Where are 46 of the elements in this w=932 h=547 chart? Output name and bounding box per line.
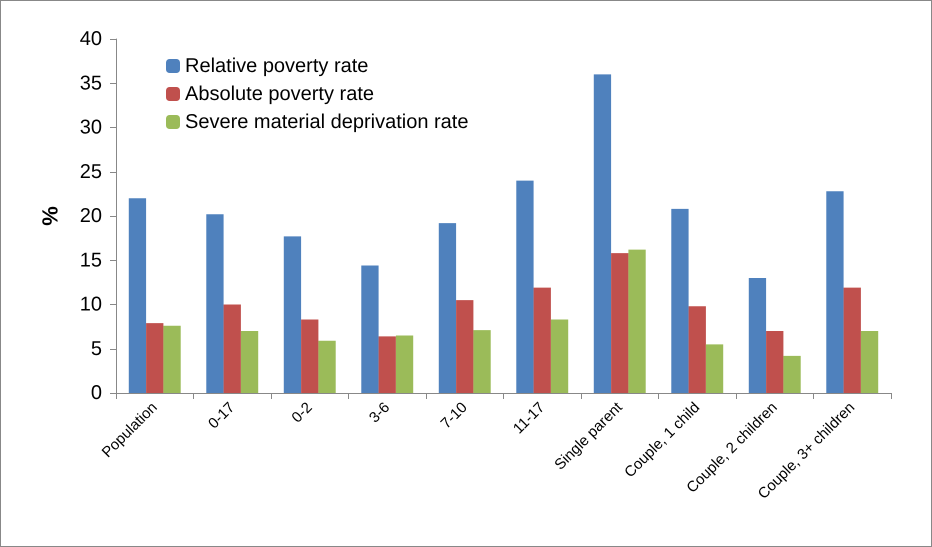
bar — [516, 180, 534, 393]
bar — [284, 236, 302, 393]
bar — [706, 344, 724, 393]
y-tick-label: 35 — [80, 72, 102, 94]
bar — [128, 198, 146, 393]
y-tick-label: 20 — [80, 205, 102, 227]
bar — [301, 320, 318, 393]
bar — [438, 223, 456, 393]
y-tick-label: 5 — [90, 338, 102, 360]
bar — [826, 191, 844, 393]
bar — [860, 331, 878, 393]
bar — [783, 356, 801, 393]
bar — [550, 320, 568, 393]
bar — [378, 336, 396, 393]
bar — [396, 335, 414, 393]
y-axis-title: % — [38, 206, 62, 226]
bar — [594, 74, 612, 393]
x-tick-label: 7-10 — [438, 398, 471, 432]
y-tick-label: 25 — [80, 160, 102, 183]
bar — [224, 304, 241, 393]
legend-label: Relative poverty rate — [185, 55, 368, 77]
bar — [318, 340, 336, 393]
y-tick-label: 30 — [80, 116, 102, 138]
bar — [240, 331, 258, 393]
bar — [456, 300, 474, 393]
bar — [766, 331, 784, 393]
bar — [163, 326, 181, 393]
legend-label: Absolute poverty rate — [185, 83, 374, 105]
x-tick-label: 3-6 — [366, 398, 394, 426]
bar — [688, 306, 706, 393]
bar — [671, 208, 689, 393]
y-tick-label: 40 — [80, 28, 102, 50]
bar — [534, 288, 551, 393]
bar — [361, 266, 379, 393]
bar — [146, 323, 164, 393]
bar — [611, 253, 628, 393]
y-tick-label: 10 — [80, 294, 102, 316]
bar — [748, 278, 766, 393]
legend-label: Severe material deprivation rate — [185, 111, 468, 133]
y-tick-label: 0 — [90, 382, 102, 404]
bar — [628, 250, 646, 393]
y-tick-label: 15 — [80, 249, 102, 272]
bar — [206, 214, 224, 393]
bar — [844, 288, 861, 393]
x-tick-label: 0-2 — [288, 398, 316, 426]
bar — [473, 330, 491, 393]
